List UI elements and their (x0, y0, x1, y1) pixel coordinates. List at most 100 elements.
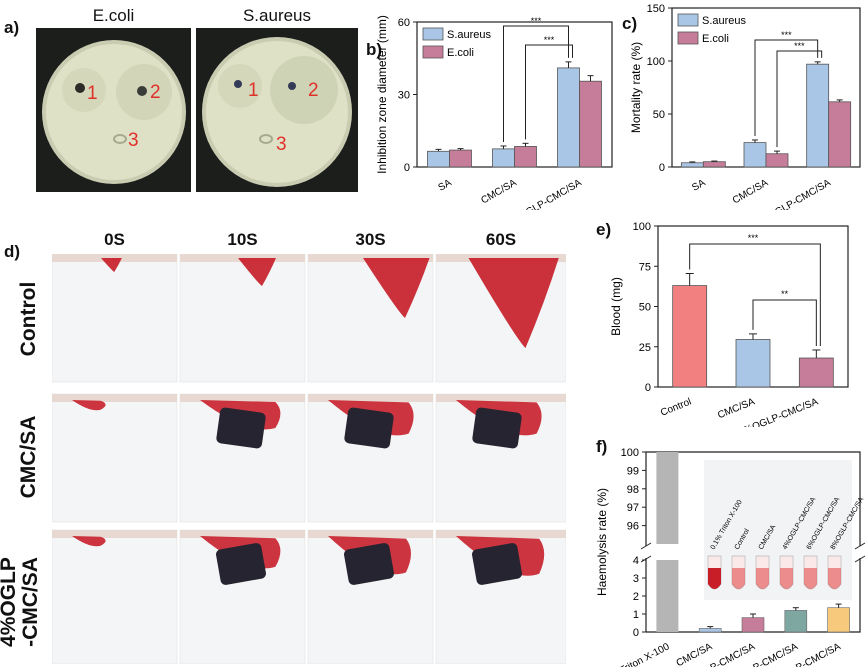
bar (656, 560, 679, 632)
photo-tile (307, 254, 434, 383)
row-label-control: Control (17, 281, 40, 357)
photo-tile (52, 254, 178, 383)
bar (427, 150, 450, 168)
photo-background (179, 254, 306, 383)
blood-spread (72, 400, 106, 411)
photo-tile (435, 393, 566, 523)
photo-background (52, 254, 178, 383)
bar (557, 67, 580, 168)
marker-2: 2 (308, 80, 319, 101)
panel-d-label: d) (4, 242, 21, 261)
bar (828, 101, 852, 168)
significance-label: *** (544, 35, 555, 45)
significance-label: *** (531, 16, 542, 26)
bar (702, 161, 726, 168)
y-tick-label: 0 (659, 162, 665, 174)
time-10s: 10S (227, 230, 258, 249)
y-tick-label: 100 (633, 221, 651, 233)
legend-swatch (422, 45, 444, 59)
legend-label: S.aureus (447, 29, 492, 41)
y-tick-label: 100 (621, 447, 639, 459)
x-tick-label: CMC/SA (716, 396, 756, 421)
tube-liquid (756, 568, 769, 589)
hydrogel-dressing (344, 407, 394, 449)
tube-liquid (804, 568, 817, 589)
skin-edge (308, 530, 433, 538)
photo-background (52, 529, 178, 664)
tube-liquid (732, 568, 745, 589)
bar (741, 617, 765, 633)
blood-spread (363, 258, 430, 318)
marker-2: 2 (150, 82, 161, 103)
marker-1: 1 (87, 83, 98, 104)
x-tick-label: SA (436, 177, 453, 193)
x-tick-label: CMC/SA (479, 177, 518, 206)
bar (579, 80, 602, 168)
legend-label: E.coli (447, 47, 474, 59)
bar (680, 162, 704, 168)
marker-3: 3 (276, 134, 287, 155)
hydrogel-dressing (216, 407, 266, 449)
y-tick-label: 75 (639, 261, 651, 273)
time-60s: 60S (485, 230, 517, 249)
skin-edge (52, 394, 177, 402)
significance-bracket (776, 50, 823, 148)
y-tick-label: 0 (645, 382, 651, 394)
skin-edge (52, 530, 177, 538)
blood-spread (238, 258, 276, 286)
y-tick-label: 0 (404, 162, 410, 174)
bar (672, 285, 708, 388)
photo-tile (52, 529, 178, 664)
marker-3: 3 (128, 130, 139, 151)
tube-liquid (828, 568, 841, 589)
x-tick-label: 0.1% Triton X-100 (596, 641, 672, 667)
legend-label: E.coli (702, 33, 729, 45)
bar (656, 452, 679, 544)
y-tick-label: 30 (398, 90, 410, 102)
panel-a-label: a) (4, 18, 20, 37)
hemostasis-photo-grid (52, 254, 566, 664)
photo-tile (307, 393, 434, 523)
legend-swatch (677, 31, 699, 45)
skin-edge (308, 394, 433, 402)
significance-label: *** (748, 233, 759, 243)
break-mark (854, 542, 866, 550)
x-tick-label: Control (659, 396, 693, 418)
hydrogel-dressing (216, 543, 266, 585)
photo-tile (52, 393, 178, 523)
y-tick-label: 96 (627, 521, 639, 533)
chart-inhibition-zone: 0 30 60 SA CMC/SA4%OGLP-CMC/SA Inhibition zon… (375, 15, 613, 210)
tube-liquid (780, 568, 793, 589)
y-tick-label: 3 (633, 573, 639, 585)
x-tick-label: CMC/SA (675, 641, 715, 667)
skin-edge (436, 394, 566, 402)
y-axis-label: Blood (mg) (609, 277, 623, 336)
legend-swatch (422, 27, 444, 41)
blood-spread (72, 536, 106, 547)
marker-1: 1 (248, 80, 259, 101)
significance-label: *** (781, 30, 792, 40)
plate-title-saureus: S.aureus (242, 6, 312, 25)
y-tick-label: 2 (633, 591, 639, 603)
time-30s: 30S (355, 230, 386, 249)
petri-dish-saureus: 1 2 3 (196, 28, 358, 192)
time-0s: 0S (104, 230, 125, 249)
y-axis-label: Inhibition zone diameter (mm) (375, 15, 389, 174)
break-mark (640, 542, 652, 550)
bar (765, 153, 789, 168)
hydrogel-dressing (344, 543, 394, 585)
inset-photo (704, 460, 852, 600)
bar (798, 357, 834, 388)
break-mark (640, 555, 652, 563)
significance-label: *** (794, 41, 805, 51)
bar (827, 607, 850, 633)
x-tick-label: CMC/SA (731, 177, 770, 206)
petri-dish-ecoli: 1 2 3 (36, 28, 191, 192)
y-tick-label: 50 (639, 302, 651, 314)
y-axis-label: Haemolysis rate (%) (595, 488, 609, 596)
bar (698, 628, 722, 633)
significance-bracket (689, 243, 821, 346)
plate-title-ecoli: E.coli (92, 6, 135, 25)
panel-c-label: c) (622, 14, 638, 33)
